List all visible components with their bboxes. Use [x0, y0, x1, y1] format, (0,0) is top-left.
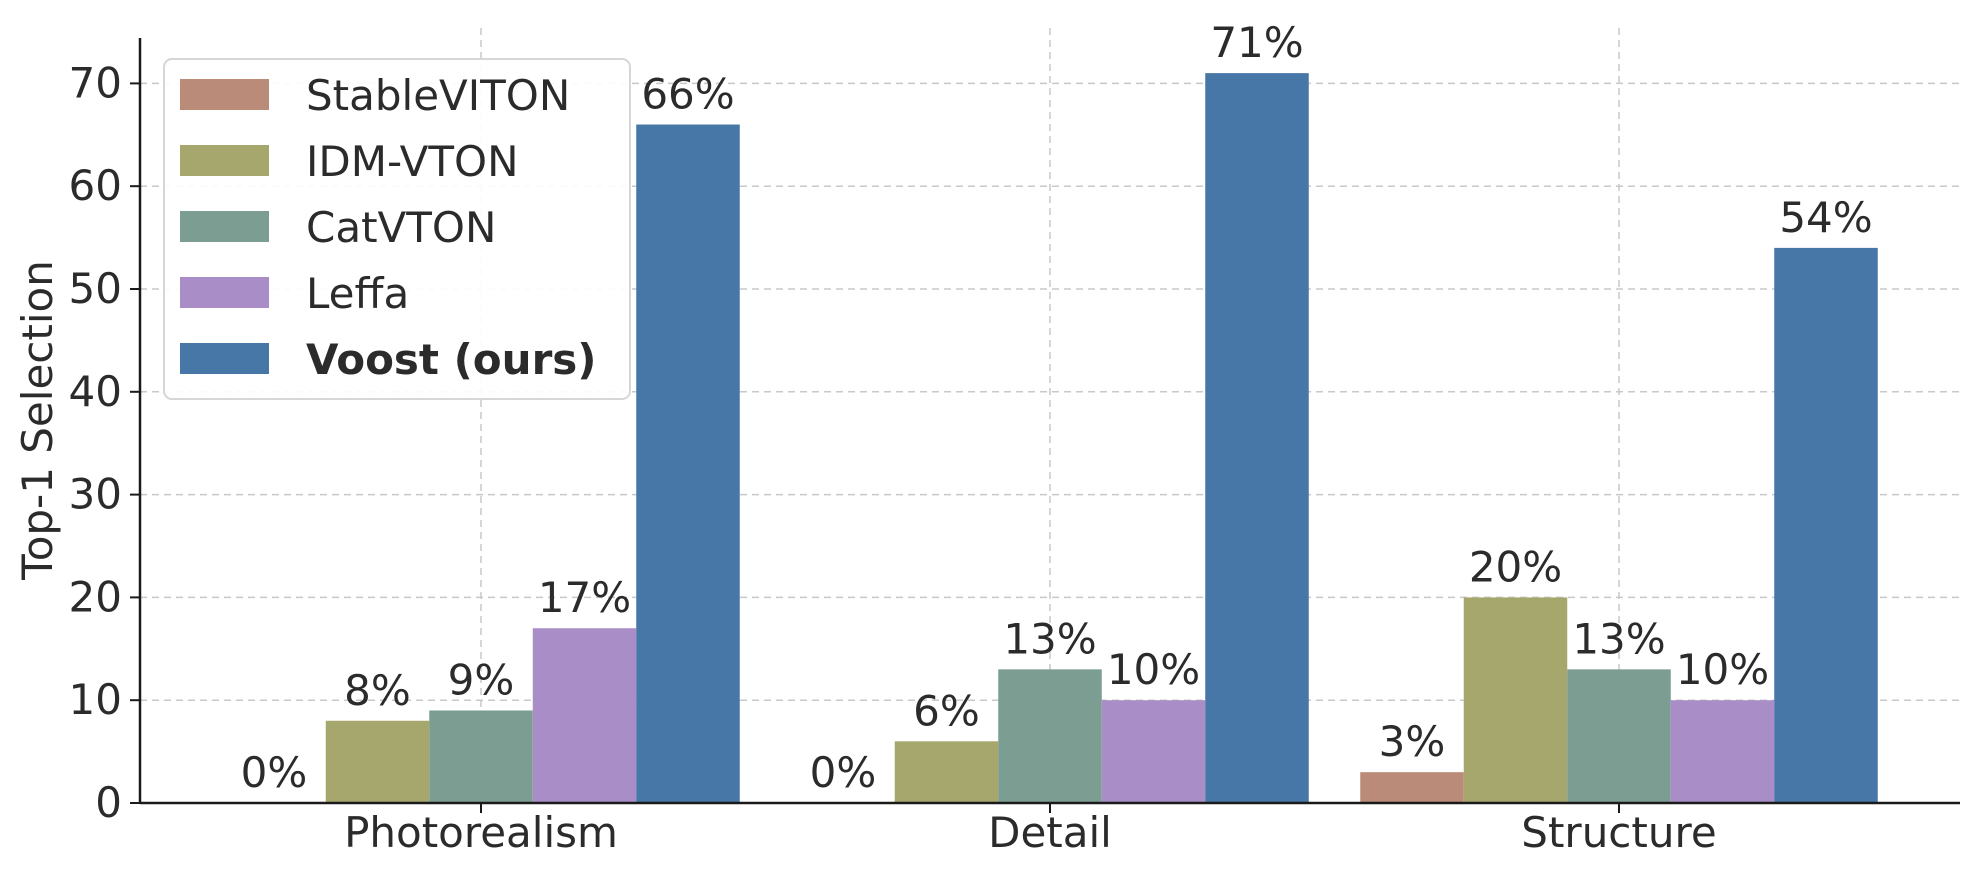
y-tick-label: 10: [69, 675, 122, 724]
legend-swatch: [180, 343, 269, 374]
legend-entry-label: Leffa: [306, 269, 409, 318]
bar: [894, 741, 999, 803]
bar-value-label: 54%: [1779, 193, 1872, 242]
x-tick-label: Photorealism: [344, 808, 618, 857]
bar-value-label: 6%: [913, 686, 980, 735]
legend: StableVITON IDM-VTON CatVTON Leffa Voost (ou…: [163, 58, 631, 400]
bar-value-label: 8%: [344, 666, 411, 715]
bar: [1101, 700, 1206, 803]
bar: [1567, 669, 1671, 803]
bar-value-label: 17%: [538, 573, 631, 622]
axes: 0 10 20 30 40 50 60 70 Photorealism Detail Structu…: [69, 38, 1960, 857]
bar: [1360, 772, 1464, 803]
bar-value-label: 3%: [1379, 717, 1446, 766]
bar-value-label: 10%: [1676, 645, 1769, 694]
legend-swatch: [180, 211, 269, 242]
bar: [532, 628, 637, 803]
legend-box: [163, 58, 631, 400]
legend-entry-label: Voost (ours): [306, 335, 596, 384]
bar-value-label: 13%: [1003, 614, 1096, 663]
bar: [1463, 597, 1568, 803]
bar-value-label: 0%: [241, 748, 308, 797]
bar: [1205, 73, 1309, 804]
legend-entry-label: StableVITON: [306, 71, 570, 120]
legend-swatch: [180, 145, 269, 176]
bar-value-labels: 0% 0% 3% 8% 6% 20% 9% 13% 13% 17% 10% 10% 66% 71% 54%: [241, 18, 1873, 797]
legend-entry-label: CatVTON: [306, 203, 496, 252]
y-tick-label: 0: [95, 778, 122, 827]
bar-value-label: 10%: [1107, 645, 1200, 694]
y-tick-label: 60: [69, 161, 122, 210]
x-tick-label: Detail: [988, 808, 1112, 857]
x-tick-label: Structure: [1521, 808, 1716, 857]
bar: [1670, 700, 1775, 803]
bars: [325, 73, 1878, 804]
legend-swatch: [180, 277, 269, 308]
y-tick-label: 40: [69, 367, 122, 416]
bar: [998, 669, 1102, 803]
legend-swatch: [180, 79, 269, 110]
legend-entry-label: IDM-VTON: [306, 137, 519, 186]
bar: [636, 124, 740, 803]
bar-value-label: 71%: [1210, 18, 1303, 67]
bar-value-label: 20%: [1469, 542, 1562, 591]
y-axis-label: Top-1 Selection: [13, 260, 62, 581]
y-tick-label: 50: [69, 264, 122, 313]
y-tick-label: 20: [69, 572, 122, 621]
bar: [429, 710, 533, 803]
y-tick-label: 70: [69, 58, 122, 107]
bar-value-label: 0%: [810, 748, 877, 797]
bar-value-label: 66%: [641, 70, 734, 119]
bar: [325, 720, 430, 803]
bar: [1774, 247, 1878, 803]
bar-value-label: 9%: [448, 655, 515, 704]
bar-value-label: 13%: [1572, 614, 1665, 663]
y-tick-label: 30: [69, 470, 122, 519]
